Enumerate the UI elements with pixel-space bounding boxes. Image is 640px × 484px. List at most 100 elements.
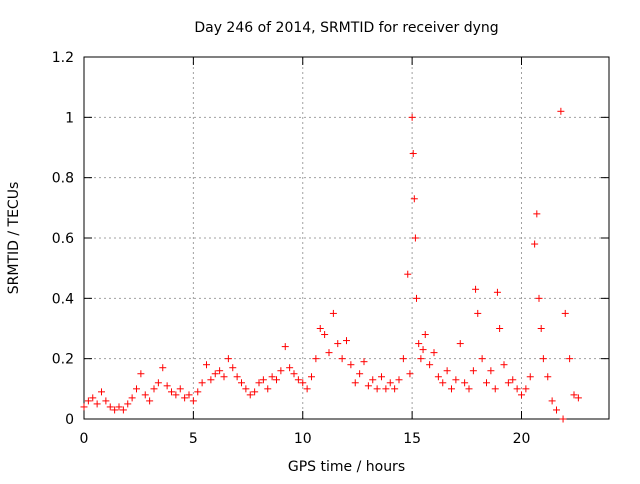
data-point: [373, 385, 381, 393]
data-point: [329, 309, 337, 317]
data-point: [496, 325, 504, 332]
data-point: [522, 385, 530, 393]
data-point: [255, 379, 263, 387]
data-point: [286, 364, 294, 372]
data-point: [229, 364, 237, 372]
x-tick-label: 15: [403, 431, 421, 447]
data-point: [238, 379, 245, 387]
data-point: [294, 376, 302, 384]
data-point: [461, 379, 469, 387]
y-tick-label: 0.6: [52, 231, 74, 247]
y-tick-label: 1: [65, 110, 74, 126]
data-point: [290, 370, 298, 378]
chart-title: Day 246 of 2014, SRMTID for receiver dyn…: [194, 20, 498, 36]
data-point: [386, 379, 394, 387]
data-point: [264, 385, 272, 393]
y-tick-label: 0.4: [52, 291, 74, 307]
data-point: [133, 385, 140, 393]
data-point: [415, 340, 423, 348]
data-point: [369, 376, 377, 384]
data-point: [399, 355, 407, 363]
data-point: [472, 285, 480, 293]
data-point: [251, 388, 259, 396]
data-point: [89, 394, 97, 402]
x-tick-label: 20: [513, 431, 531, 447]
data-point: [434, 373, 442, 381]
data-point: [242, 385, 250, 393]
data-point: [308, 373, 315, 381]
data-point: [211, 370, 219, 378]
data-point: [465, 385, 473, 393]
data-point: [537, 325, 545, 332]
data-point: [570, 391, 578, 399]
data-point: [172, 391, 180, 399]
data-point: [413, 294, 420, 302]
data-point: [93, 400, 101, 408]
data-point: [410, 195, 418, 203]
data-point: [259, 376, 267, 384]
data-point: [233, 373, 241, 381]
data-point: [224, 355, 232, 363]
data-point: [220, 373, 228, 381]
data-point: [513, 385, 521, 393]
data-point: [146, 397, 154, 405]
data-point: [426, 361, 434, 369]
data-point: [382, 385, 390, 393]
data-point: [395, 376, 403, 384]
data-point: [351, 379, 359, 387]
data-point: [176, 385, 184, 393]
x-tick-label: 5: [189, 431, 198, 447]
data-point: [246, 391, 254, 399]
data-point: [509, 376, 517, 384]
x-axis-title: GPS time / hours: [288, 459, 405, 475]
data-point: [419, 346, 427, 354]
data-point: [347, 361, 355, 369]
data-point: [439, 379, 447, 387]
data-point: [411, 234, 419, 242]
data-point: [334, 340, 342, 348]
data-point: [181, 394, 189, 402]
data-point: [115, 403, 123, 411]
data-point: [491, 385, 499, 393]
data-point: [106, 403, 114, 411]
data-point: [102, 397, 110, 405]
data-point: [364, 382, 372, 390]
data-point: [198, 379, 206, 387]
data-point: [483, 379, 490, 387]
x-tick-label: 10: [294, 431, 312, 447]
data-point: [277, 367, 285, 375]
data-point: [128, 394, 136, 402]
data-point: [526, 373, 534, 381]
data-point: [539, 355, 547, 363]
data-point: [574, 394, 582, 402]
data-point: [559, 415, 567, 423]
data-point: [408, 113, 416, 121]
data-point: [299, 379, 307, 387]
data-point: [163, 382, 171, 390]
data-point: [207, 376, 215, 384]
data-point: [430, 349, 438, 357]
data-point: [216, 367, 224, 375]
data-point: [557, 107, 565, 115]
data-point: [548, 397, 556, 405]
data-point: [561, 309, 569, 317]
data-point: [406, 370, 414, 378]
data-point: [469, 367, 477, 375]
data-point: [504, 379, 512, 387]
data-point: [338, 355, 346, 363]
data-point: [404, 270, 412, 278]
y-axis-title: SRMTID / TECUs: [6, 182, 22, 295]
data-point: [391, 385, 399, 393]
data-point: [150, 385, 158, 393]
data-point: [185, 391, 193, 399]
tick-labels: 0 0.2 0.4 0.6 0.8 1 1.2 0 5 10 15 20: [52, 50, 531, 447]
plot-frame: [83, 56, 610, 420]
data-point: [518, 391, 525, 399]
data-point: [312, 355, 320, 363]
data-point: [566, 355, 574, 363]
data-point: [325, 349, 333, 357]
data-point: [478, 355, 486, 363]
data-point: [137, 370, 145, 378]
